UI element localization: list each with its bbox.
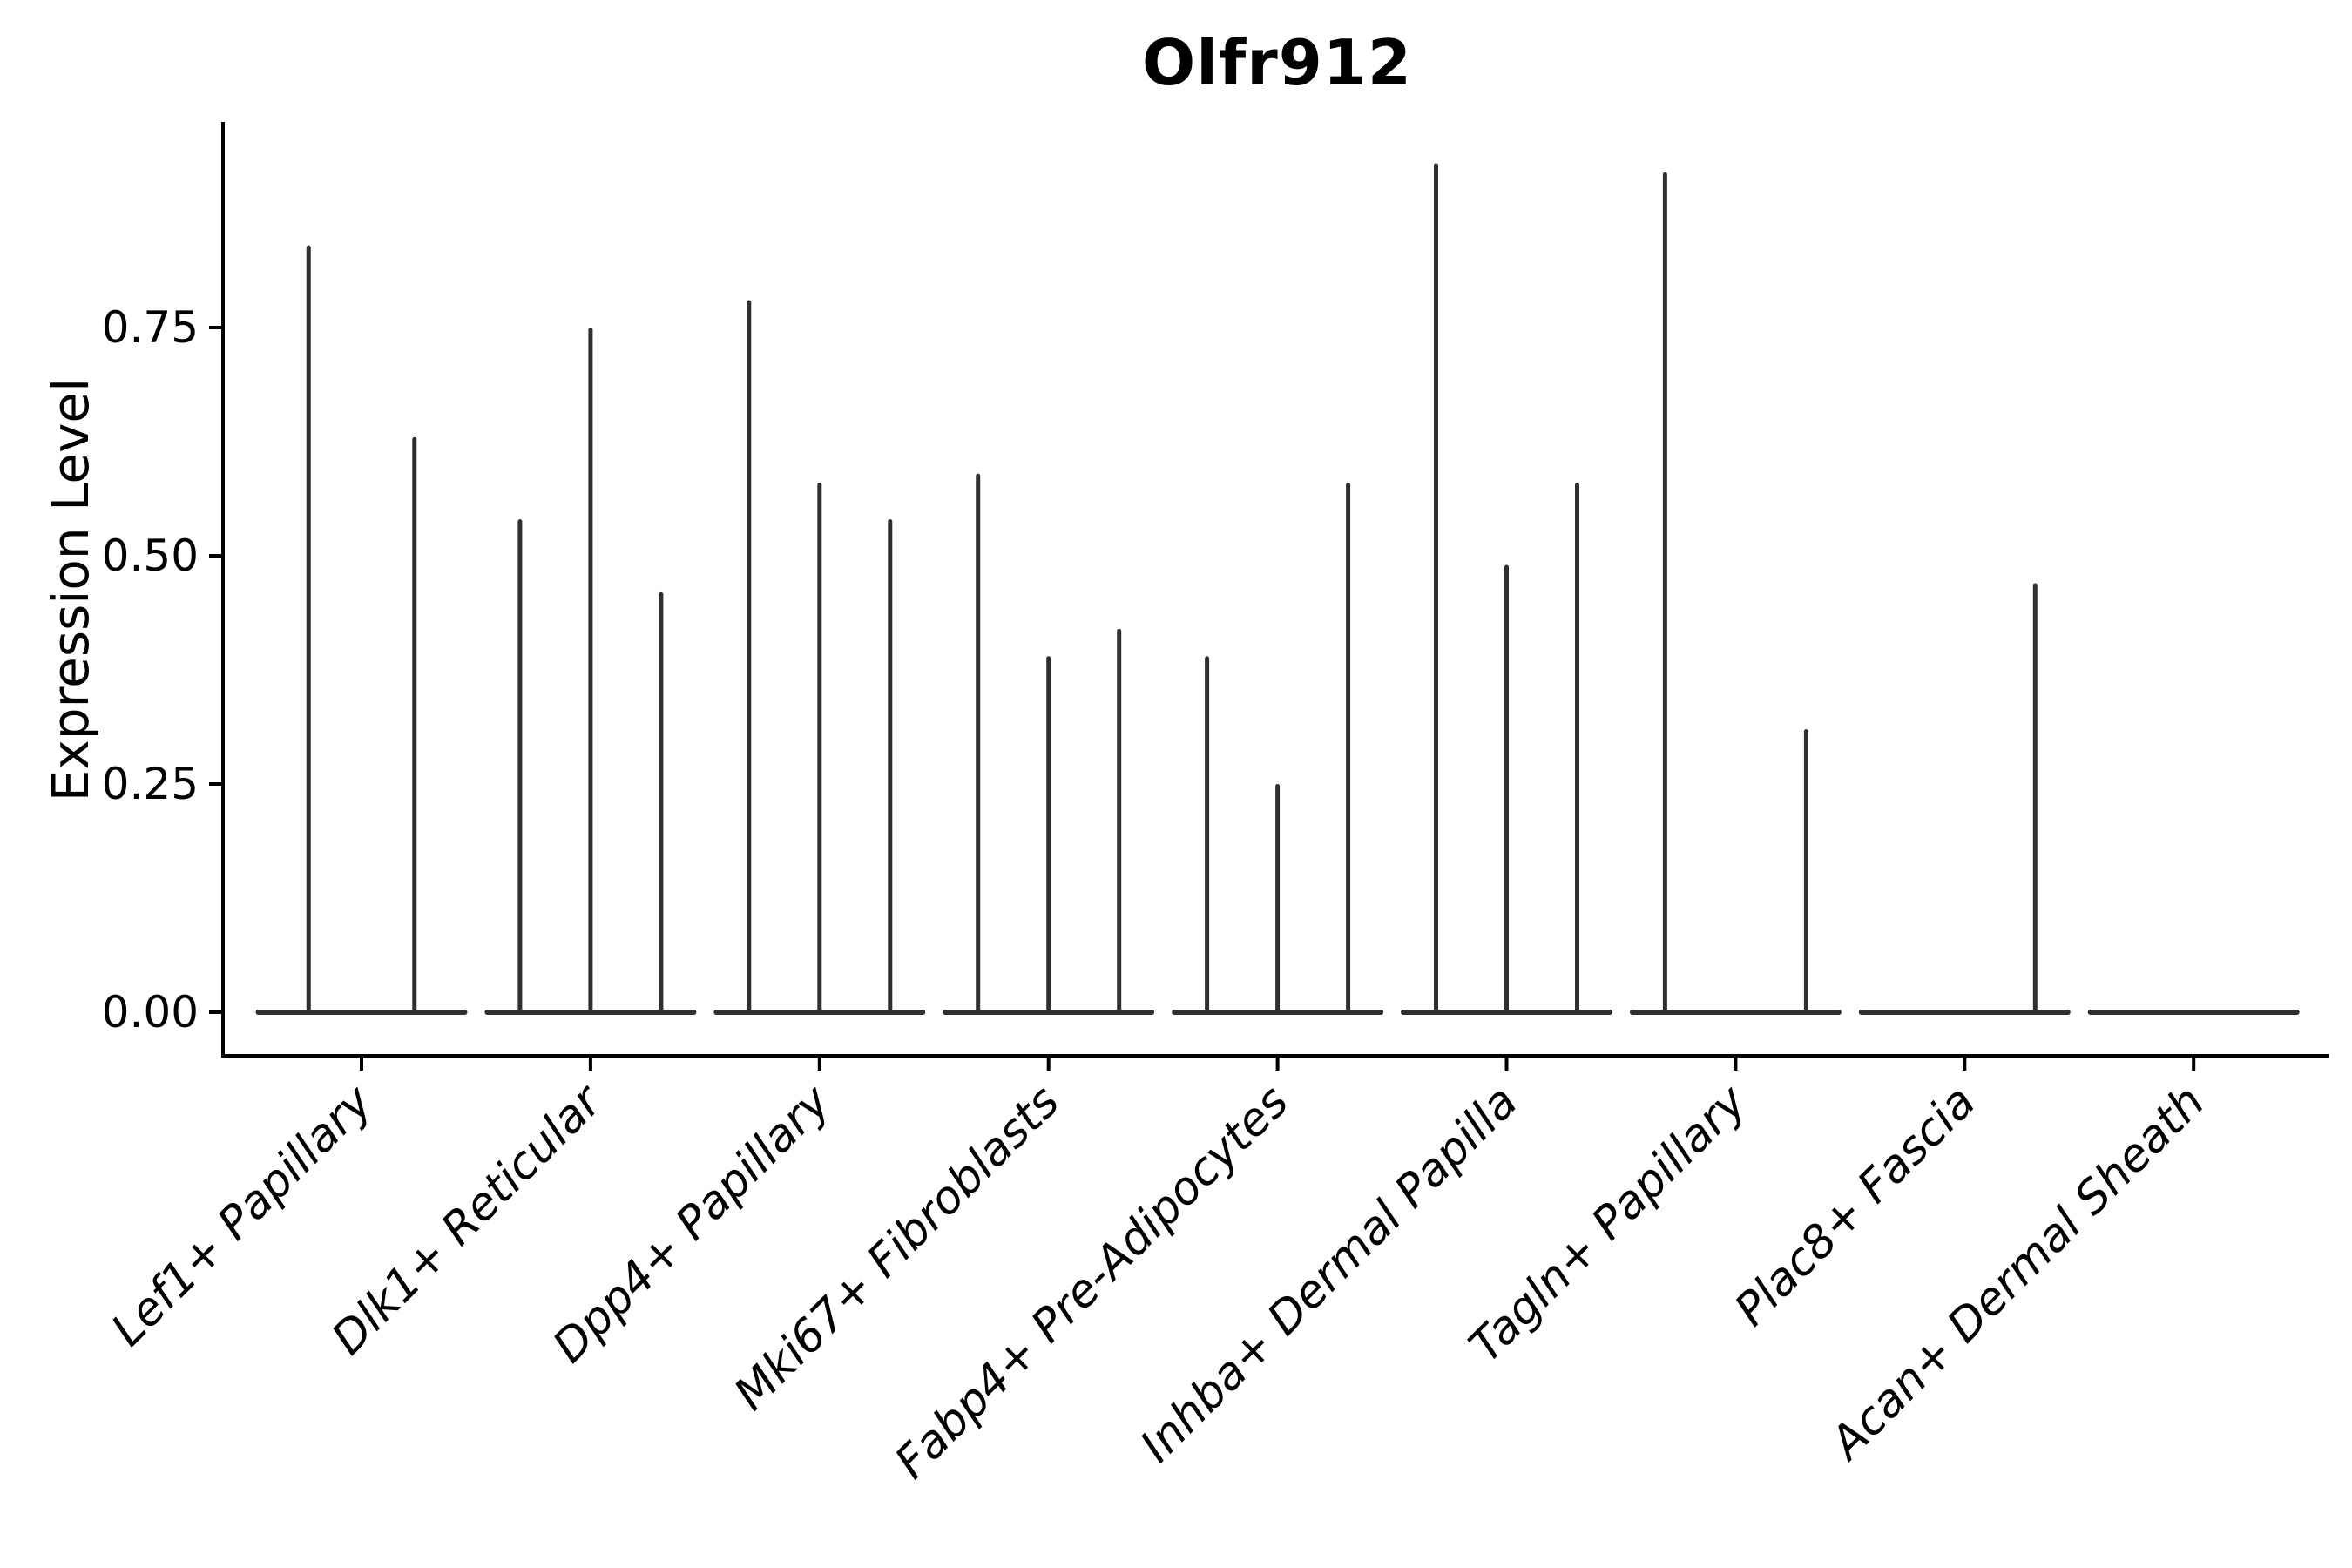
- violin-spike: [306, 245, 311, 1012]
- violin-spike: [888, 519, 893, 1012]
- y-axis-spine: [221, 122, 225, 1058]
- violin-spike: [659, 591, 664, 1012]
- violin-spike: [588, 328, 593, 1012]
- violin-spike: [2032, 583, 2038, 1012]
- x-tick: [1963, 1058, 1967, 1071]
- x-tick-label: Inhba+ Dermal Papilla: [1131, 1076, 1528, 1473]
- violin-spike: [1205, 656, 1210, 1012]
- violin-spike: [817, 483, 822, 1012]
- y-tick-label: 0.50: [102, 531, 199, 581]
- y-tick-label: 0.75: [102, 302, 199, 353]
- violin-spike: [1275, 784, 1281, 1012]
- violin-spike: [976, 473, 981, 1012]
- violin-spike: [1434, 163, 1438, 1013]
- y-tick: [209, 1010, 221, 1014]
- y-tick-label: 0.25: [102, 759, 199, 809]
- violin-spike: [1346, 483, 1351, 1012]
- violin-spike: [1117, 628, 1122, 1012]
- violin-spike: [1504, 564, 1509, 1012]
- y-tick: [209, 326, 221, 329]
- x-tick-label: Acan+ Dermal Sheath: [1819, 1076, 2214, 1471]
- x-tick: [1275, 1058, 1280, 1071]
- x-tick: [1504, 1058, 1509, 1071]
- violin-spike: [747, 300, 752, 1012]
- violin-baseline: [713, 1010, 926, 1015]
- violin-spike: [1575, 483, 1579, 1012]
- violin-baseline: [2087, 1010, 2300, 1015]
- x-tick: [2192, 1058, 2196, 1071]
- violin-baseline: [1858, 1010, 2071, 1015]
- y-tick: [209, 554, 221, 558]
- violin-baseline: [255, 1010, 468, 1015]
- x-tick: [588, 1058, 592, 1071]
- x-tick: [817, 1058, 821, 1071]
- violin-baseline: [1629, 1010, 1842, 1015]
- violin-spike: [1803, 729, 1808, 1012]
- violin-spike: [412, 436, 417, 1012]
- violin-spike: [517, 519, 523, 1012]
- x-axis-spine: [221, 1054, 2329, 1058]
- chart-title: Olfr912: [1141, 26, 1412, 99]
- x-tick: [360, 1058, 363, 1071]
- x-tick-label: Plac8+ Fascia: [1725, 1076, 1985, 1336]
- y-tick: [209, 782, 221, 786]
- violin-spike: [1662, 172, 1667, 1013]
- x-tick: [1046, 1058, 1051, 1071]
- y-tick-label: 0.00: [102, 987, 199, 1037]
- x-tick: [1734, 1058, 1738, 1071]
- violin-spike: [1046, 656, 1051, 1012]
- x-tick-label: Fabp4+ Pre-Adipocytes: [885, 1076, 1299, 1490]
